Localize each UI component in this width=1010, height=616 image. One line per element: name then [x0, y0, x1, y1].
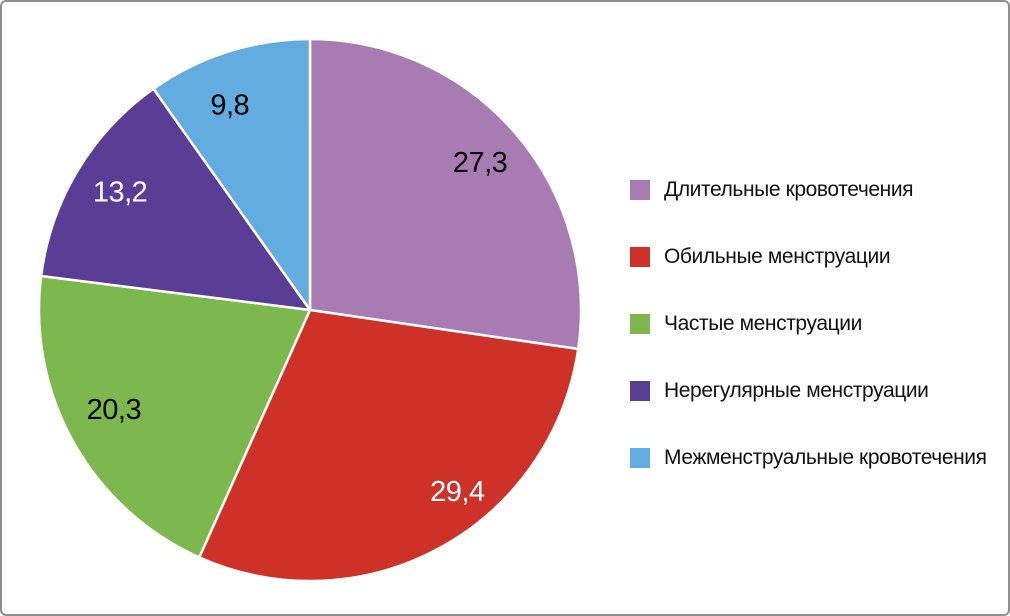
slice-value-label: 9,8 — [210, 90, 249, 122]
legend-swatch-icon — [630, 314, 650, 334]
pie-slice — [37, 274, 312, 559]
pie-slice — [308, 37, 583, 351]
slice-value-label: 20,3 — [87, 394, 141, 426]
legend-swatch-icon — [630, 381, 650, 401]
legend-swatch-icon — [630, 180, 650, 200]
legend-label: Частые менструации — [664, 312, 862, 335]
legend-label: Нерегулярные менструации — [664, 379, 929, 402]
legend-item-frequent-menstruation: Частые менструации — [630, 312, 987, 335]
legend-item-heavy-menstruation: Обильные менструации — [630, 245, 987, 268]
legend-label: Обильные менструации — [664, 245, 891, 268]
legend-item-intermenstrual-bleeding: Межменструальные кровотечения — [630, 446, 987, 469]
slice-value-label: 13,2 — [93, 176, 147, 208]
legend-swatch-icon — [630, 448, 650, 468]
legend-label: Длительные кровотечения — [664, 178, 914, 201]
slice-value-label: 29,4 — [430, 476, 485, 508]
pie-chart: 27,3 29,4 20,3 13,2 9,8 — [37, 37, 583, 583]
legend-item-irregular-menstruation: Нерегулярные менструации — [630, 379, 987, 402]
legend-label: Межменструальные кровотечения — [664, 446, 987, 469]
legend: Длительные кровотечения Обильные менстру… — [630, 178, 987, 469]
pie-slice — [39, 87, 312, 312]
pie-slice — [152, 37, 312, 312]
legend-swatch-icon — [630, 247, 650, 267]
slice-value-label: 27,3 — [453, 147, 507, 179]
pie-slice — [198, 308, 580, 583]
legend-item-long-bleeding: Длительные кровотечения — [630, 178, 987, 201]
